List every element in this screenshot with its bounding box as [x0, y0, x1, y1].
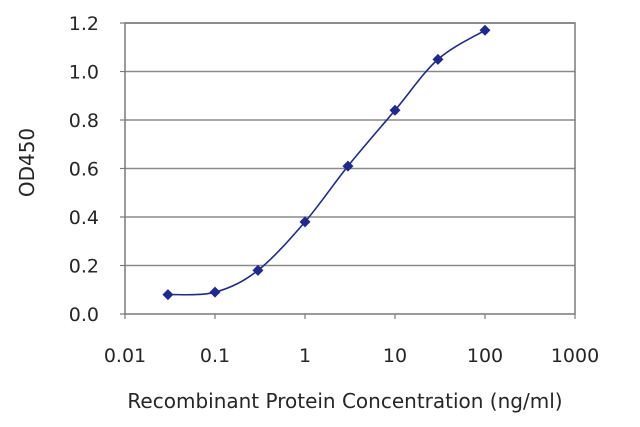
- x-axis-label: Recombinant Protein Concentration (ng/ml…: [127, 389, 562, 413]
- data-point: [299, 216, 311, 228]
- y-axis-label: OD450: [15, 128, 39, 197]
- x-tick-label: 1: [299, 345, 311, 367]
- data-point: [432, 53, 444, 65]
- data-point: [342, 160, 354, 172]
- y-axis-ticks: 0.0 0.2 0.4 0.6 0.8 1.0 1.2: [69, 13, 125, 326]
- series-group: [162, 24, 491, 301]
- data-point: [389, 104, 401, 116]
- y-tick-label: 0.2: [69, 256, 99, 278]
- y-tick-label: 1.0: [69, 62, 99, 84]
- x-tick-label: 0.1: [200, 345, 230, 367]
- x-tick-label: 1000: [551, 345, 599, 367]
- y-tick-label: 0.6: [69, 159, 99, 181]
- data-point: [479, 24, 491, 36]
- y-tick-label: 0.0: [69, 304, 99, 326]
- gridlines: [125, 22, 575, 267]
- y-tick-label: 0.4: [69, 207, 99, 229]
- y-tick-label: 1.2: [69, 13, 99, 35]
- data-point: [209, 286, 221, 298]
- x-tick-label: 10: [383, 345, 407, 367]
- data-point: [162, 289, 174, 301]
- x-axis-ticks: 0.01 0.1 1 10 100 1000: [104, 314, 599, 367]
- series-line: [167, 29, 486, 296]
- x-tick-label: 0.01: [104, 345, 146, 367]
- y-tick-label: 0.8: [69, 110, 99, 132]
- x-tick-label: 100: [467, 345, 503, 367]
- data-point: [252, 264, 264, 276]
